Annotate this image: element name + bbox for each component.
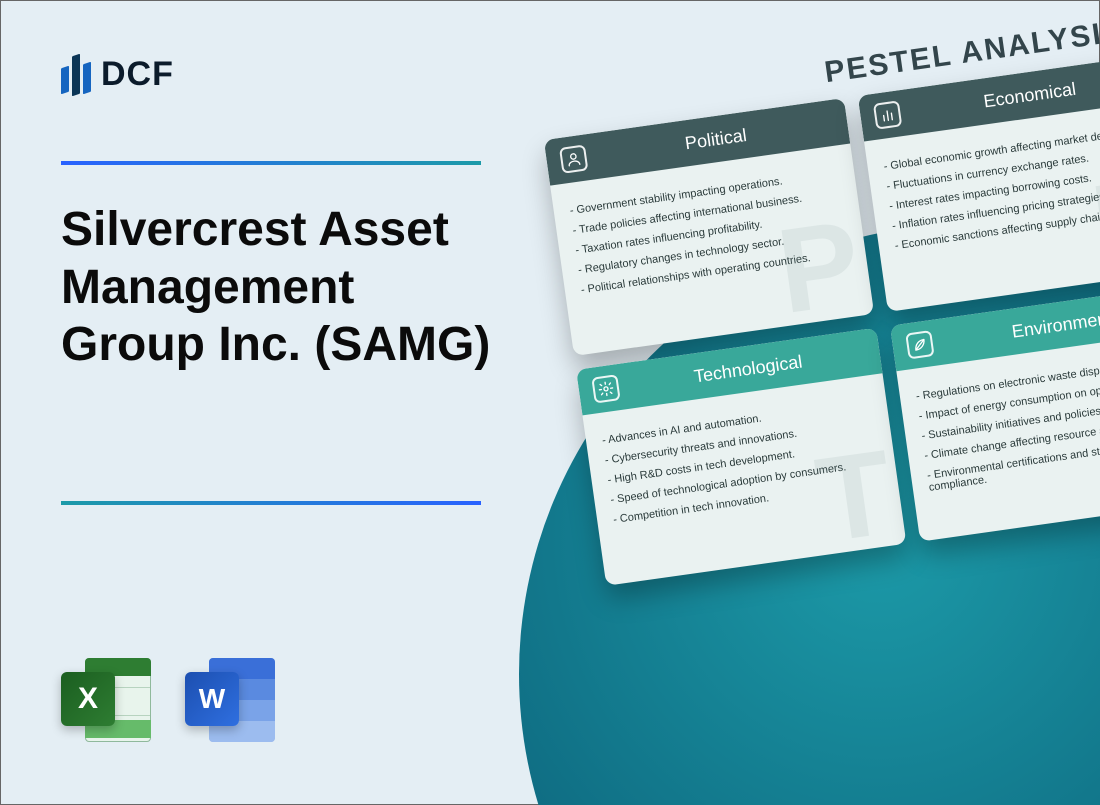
page-title: Silvercrest Asset Management Group Inc. … [61, 201, 491, 374]
pestel-card-economical: EconomicalEGlobal economic growth affect… [858, 54, 1100, 312]
pestel-grid: PoliticalPGovernment stability impacting… [544, 54, 1100, 586]
excel-icon: X [61, 652, 157, 748]
pestel-card-technological: TechnologicalTAdvances in AI and automat… [576, 328, 906, 586]
card-items: Global economic growth affecting market … [883, 123, 1100, 252]
user-icon [559, 144, 588, 173]
brand-name: DCF [101, 55, 174, 94]
excel-letter: X [78, 682, 98, 716]
chart-icon [873, 100, 902, 129]
divider-bottom [61, 501, 481, 505]
card-items: Advances in AI and automation.Cybersecur… [601, 397, 882, 526]
leaf-icon [905, 330, 934, 359]
card-title: Environment [943, 298, 1100, 352]
infographic-canvas: DCF Silvercrest Asset Management Group I… [0, 0, 1100, 805]
app-icons: X W [61, 652, 281, 748]
pestel-board: PESTEL ANALYSIS PoliticalPGovernment sta… [538, 10, 1100, 585]
divider-top [61, 161, 481, 165]
pestel-card-political: PoliticalPGovernment stability impacting… [544, 98, 874, 356]
word-letter: W [199, 683, 225, 715]
card-items: Regulations on electronic waste disposal… [915, 353, 1100, 494]
logo-bars-icon [61, 49, 91, 99]
pestel-card-environment: EnvironmentERegulations on electronic wa… [890, 284, 1100, 542]
brand-logo: DCF [61, 49, 174, 99]
card-items: Government stability impacting operation… [569, 168, 850, 297]
word-icon: W [185, 652, 281, 748]
gear-icon [591, 374, 620, 403]
